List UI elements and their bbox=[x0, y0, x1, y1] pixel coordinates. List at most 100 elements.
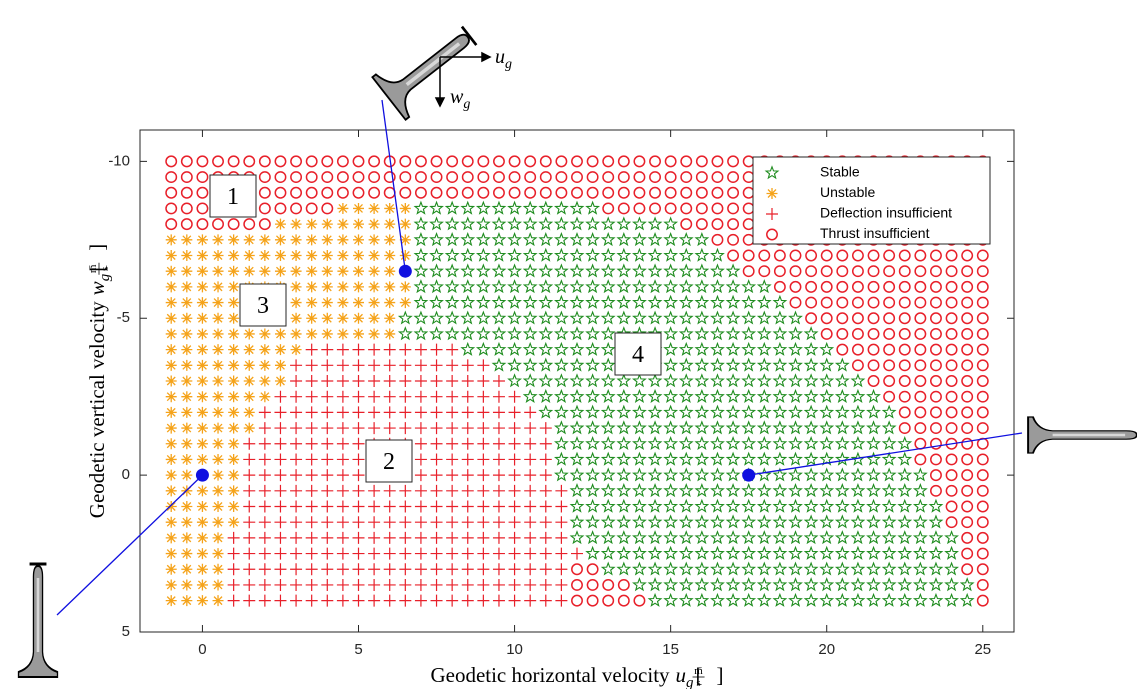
star-marker bbox=[743, 500, 755, 511]
star-marker bbox=[758, 422, 770, 433]
star-marker bbox=[899, 563, 911, 574]
asterisk-marker bbox=[197, 313, 208, 324]
star-marker bbox=[930, 532, 942, 543]
star-marker bbox=[712, 563, 724, 574]
asterisk-marker bbox=[166, 313, 177, 324]
axis-label-text: Geodetic horizontal velocity bbox=[430, 663, 670, 687]
asterisk-marker bbox=[197, 360, 208, 371]
asterisk-marker bbox=[228, 360, 239, 371]
circle-marker bbox=[884, 250, 894, 260]
star-marker bbox=[602, 390, 614, 401]
star-marker bbox=[680, 453, 692, 464]
plus-marker bbox=[384, 344, 396, 356]
star-marker bbox=[758, 375, 770, 386]
star-marker bbox=[821, 343, 833, 354]
plus-marker bbox=[462, 579, 474, 591]
circle-marker bbox=[587, 188, 597, 198]
asterisk-marker bbox=[259, 344, 270, 355]
star-marker bbox=[602, 406, 614, 417]
plus-marker bbox=[321, 501, 333, 513]
plus-marker bbox=[524, 485, 536, 497]
star-marker bbox=[712, 390, 724, 401]
star-marker bbox=[821, 579, 833, 590]
star-marker bbox=[696, 516, 708, 527]
star-marker bbox=[790, 359, 802, 370]
circle-marker bbox=[743, 172, 753, 182]
plus-marker bbox=[431, 344, 443, 356]
asterisk-marker bbox=[337, 250, 348, 261]
circle-marker bbox=[197, 172, 207, 182]
plus-marker bbox=[431, 375, 443, 387]
plus-marker bbox=[477, 579, 489, 591]
plus-marker bbox=[431, 563, 443, 575]
star-marker bbox=[727, 547, 739, 558]
star-marker bbox=[540, 234, 552, 245]
circle-marker bbox=[978, 282, 988, 292]
asterisk-marker bbox=[213, 250, 224, 261]
star-marker bbox=[680, 469, 692, 480]
circle-marker bbox=[166, 203, 176, 213]
circle-marker bbox=[322, 203, 332, 213]
plus-marker bbox=[509, 406, 521, 418]
operating-point bbox=[399, 265, 412, 278]
asterisk-marker bbox=[275, 266, 286, 277]
x-tick-label: 10 bbox=[506, 641, 523, 658]
circle-marker bbox=[587, 172, 597, 182]
star-marker bbox=[836, 563, 848, 574]
asterisk-marker bbox=[291, 344, 302, 355]
star-marker bbox=[727, 563, 739, 574]
plus-marker bbox=[290, 406, 302, 418]
asterisk-marker bbox=[213, 266, 224, 277]
plus-marker bbox=[524, 501, 536, 513]
star-marker bbox=[836, 594, 848, 605]
circle-marker bbox=[978, 470, 988, 480]
plus-marker bbox=[540, 516, 552, 528]
star-marker bbox=[524, 265, 536, 276]
asterisk-marker bbox=[213, 564, 224, 575]
star-marker bbox=[509, 359, 521, 370]
star-marker bbox=[821, 516, 833, 527]
asterisk-marker bbox=[306, 250, 317, 261]
circle-marker bbox=[978, 376, 988, 386]
star-marker bbox=[665, 390, 677, 401]
star-marker bbox=[696, 249, 708, 260]
star-marker bbox=[805, 359, 817, 370]
asterisk-marker bbox=[306, 297, 317, 308]
circle-marker bbox=[884, 297, 894, 307]
asterisk-marker bbox=[337, 281, 348, 292]
star-marker bbox=[836, 485, 848, 496]
star-marker bbox=[618, 532, 630, 543]
circle-marker bbox=[353, 156, 363, 166]
plus-marker bbox=[243, 469, 255, 481]
star-marker bbox=[836, 532, 848, 543]
plus-marker bbox=[384, 516, 396, 528]
star-marker bbox=[556, 249, 568, 260]
circle-marker bbox=[853, 344, 863, 354]
circle-marker bbox=[509, 188, 519, 198]
plus-marker bbox=[477, 563, 489, 575]
circle-marker bbox=[962, 329, 972, 339]
plus-marker bbox=[243, 595, 255, 607]
star-marker bbox=[477, 234, 489, 245]
circle-marker bbox=[743, 188, 753, 198]
asterisk-marker bbox=[244, 423, 255, 434]
plus-marker bbox=[462, 359, 474, 371]
plus-marker bbox=[509, 548, 521, 560]
star-marker bbox=[634, 296, 646, 307]
star-marker bbox=[883, 532, 895, 543]
plus-marker bbox=[524, 548, 536, 560]
asterisk-marker bbox=[291, 250, 302, 261]
circle-marker bbox=[587, 156, 597, 166]
star-marker bbox=[556, 422, 568, 433]
star-marker bbox=[618, 375, 630, 386]
asterisk-marker bbox=[244, 344, 255, 355]
circle-marker bbox=[509, 156, 519, 166]
star-marker bbox=[602, 453, 614, 464]
circle-marker bbox=[525, 172, 535, 182]
plus-marker bbox=[415, 485, 427, 497]
plus-marker bbox=[509, 453, 521, 465]
plus-marker bbox=[509, 532, 521, 544]
circle-marker bbox=[900, 407, 910, 417]
legend-label: Thrust insufficient bbox=[820, 225, 930, 241]
asterisk-marker bbox=[228, 266, 239, 277]
